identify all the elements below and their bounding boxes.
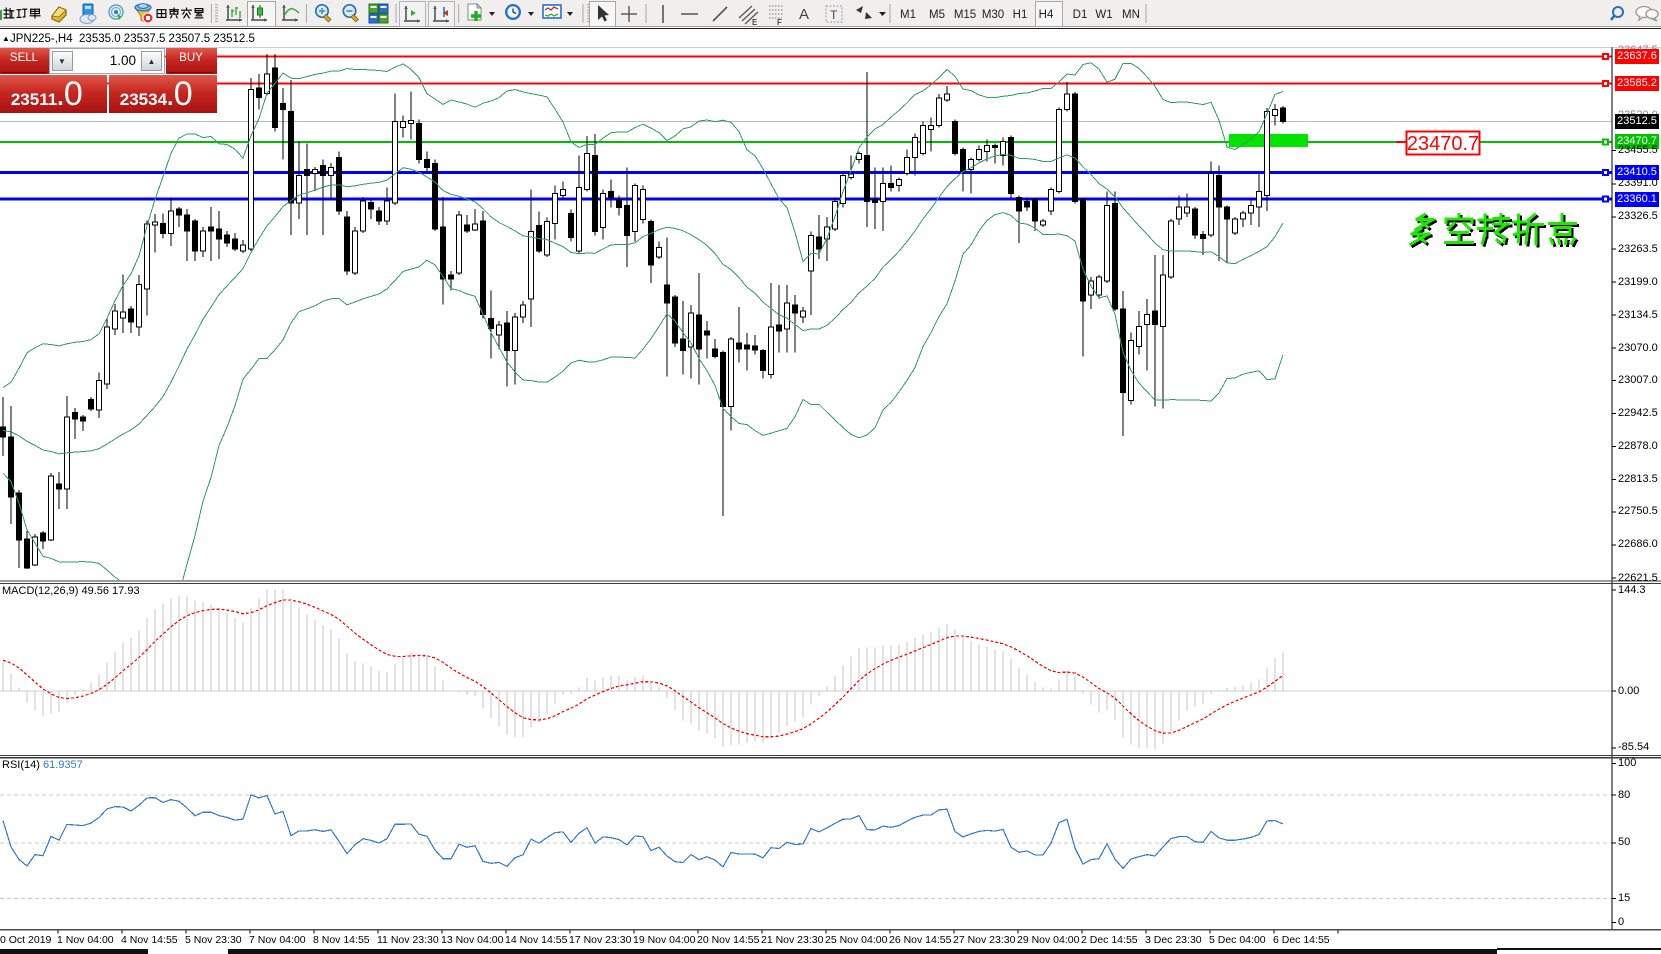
svg-text:M30: M30: [982, 9, 1004, 21]
svg-text:D1: D1: [1073, 9, 1088, 21]
svg-text:MN: MN: [1122, 9, 1140, 21]
svg-text:H1: H1: [1013, 9, 1028, 21]
svg-text:H4: H4: [1039, 9, 1054, 21]
svg-text:M1: M1: [900, 9, 916, 21]
svg-text:E: E: [752, 18, 757, 27]
svg-text:23470.7: 23470.7: [1407, 133, 1479, 155]
svg-text:F: F: [777, 18, 782, 27]
svg-text:M5: M5: [929, 9, 945, 21]
svg-text:M15: M15: [954, 9, 976, 21]
svg-text:T: T: [830, 8, 838, 22]
svg-text:A: A: [799, 6, 809, 23]
svg-text:W1: W1: [1095, 9, 1112, 21]
